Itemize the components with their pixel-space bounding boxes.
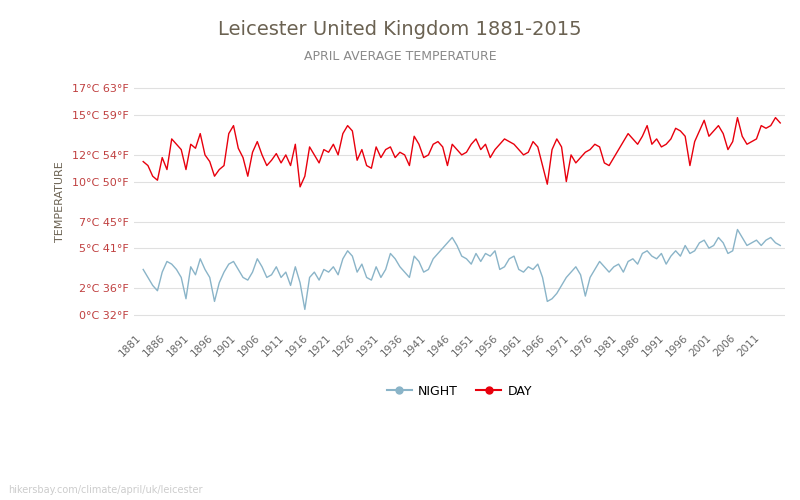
NIGHT [694, 240, 704, 246]
Text: APRIL AVERAGE TEMPERATURE: APRIL AVERAGE TEMPERATURE [304, 50, 496, 63]
DAY [138, 158, 148, 164]
DAY [733, 114, 742, 120]
DAY [286, 162, 295, 168]
DAY [481, 142, 490, 148]
DAY [694, 128, 704, 134]
DAY [505, 138, 514, 144]
NIGHT [733, 226, 742, 232]
NIGHT [286, 282, 295, 288]
NIGHT [599, 264, 609, 270]
NIGHT [138, 266, 148, 272]
NIGHT [775, 242, 785, 248]
DAY [295, 184, 305, 190]
DAY [599, 160, 609, 166]
NIGHT [742, 242, 752, 248]
Y-axis label: TEMPERATURE: TEMPERATURE [55, 161, 65, 242]
Line: DAY: DAY [143, 118, 780, 187]
Legend: NIGHT, DAY: NIGHT, DAY [382, 380, 537, 403]
NIGHT [300, 306, 310, 312]
NIGHT [481, 250, 490, 256]
DAY [742, 142, 752, 148]
Text: hikersbay.com/climate/april/uk/leicester: hikersbay.com/climate/april/uk/leicester [8, 485, 202, 495]
Line: NIGHT: NIGHT [143, 230, 780, 310]
DAY [775, 120, 785, 126]
NIGHT [505, 256, 514, 262]
Text: Leicester United Kingdom 1881-2015: Leicester United Kingdom 1881-2015 [218, 20, 582, 39]
